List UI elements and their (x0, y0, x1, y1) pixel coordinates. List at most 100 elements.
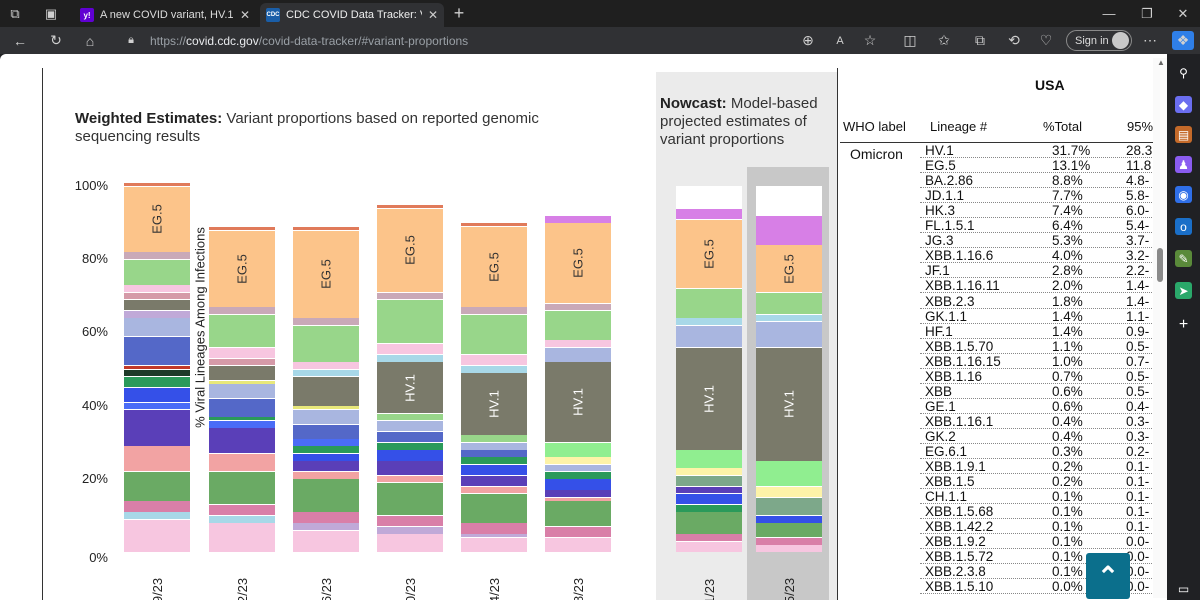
minimize-icon[interactable]: — (1102, 6, 1116, 21)
table-row[interactable]: HF.1 1.4% 0.9- (840, 324, 1167, 339)
bar-segment[interactable] (461, 537, 527, 552)
bar-segment[interactable] (293, 472, 359, 479)
bar-segment[interactable] (124, 501, 190, 512)
bar-segment[interactable] (124, 318, 190, 337)
bar-segment[interactable] (124, 259, 190, 285)
bar-segment[interactable] (545, 215, 611, 223)
bar-segment[interactable] (124, 365, 190, 369)
sidebar-settings-icon[interactable]: ▭ (1177, 581, 1190, 596)
bar-segment[interactable] (461, 354, 527, 366)
games-icon[interactable]: ♟ (1175, 156, 1192, 173)
tab-yahoo-article[interactable]: y! A new COVID variant, HV.1, is no ✕ (74, 3, 256, 27)
bar-segment[interactable] (124, 311, 190, 318)
table-row[interactable]: EG.6.1 0.3% 0.2- (840, 445, 1167, 459)
bar-segment[interactable] (209, 523, 275, 552)
bar-segment[interactable] (756, 314, 822, 322)
table-row[interactable]: XBB.1.16.15 1.0% 0.7- (840, 354, 1167, 369)
home-icon[interactable]: ⌂ (85, 32, 95, 49)
bar-segment[interactable] (124, 446, 190, 472)
bar-segment[interactable] (293, 325, 359, 362)
bar-segment[interactable]: HV.1 (676, 347, 742, 450)
bar-segment[interactable] (676, 325, 742, 348)
bar-segment[interactable] (377, 431, 443, 443)
drop-icon[interactable]: ✎ (1175, 250, 1192, 267)
table-row[interactable]: GE.1 0.6% 0.4- (840, 399, 1167, 414)
bar-segment[interactable] (756, 461, 822, 487)
table-row[interactable]: CH.1.1 0.1% 0.1- (840, 490, 1167, 505)
bar-segment[interactable] (124, 402, 190, 410)
table-row[interactable]: BA.2.86 8.8% 4.8- (840, 174, 1167, 189)
bar-segment[interactable] (293, 376, 359, 406)
bar-segment[interactable] (293, 446, 359, 454)
bar-segment[interactable] (545, 490, 611, 498)
read-aloud-icon[interactable]: A (836, 34, 844, 47)
table-row[interactable]: XBB.1.5.68 0.1% 0.1- (840, 505, 1167, 520)
bar-segment[interactable] (209, 314, 275, 348)
bar-segment[interactable]: EG.5 (756, 245, 822, 293)
bar-segment[interactable] (209, 347, 275, 359)
bar-segment[interactable] (209, 417, 275, 421)
bar-segment[interactable] (377, 413, 443, 421)
bar-segment[interactable] (676, 534, 742, 542)
workspaces-icon[interactable]: ⧉ (10, 5, 20, 21)
bar-segment[interactable] (124, 512, 190, 520)
table-row[interactable]: GK.2 0.4% 0.3- (840, 429, 1167, 444)
bar-segment[interactable] (124, 376, 190, 388)
split-screen-icon[interactable]: ◫ (903, 32, 917, 48)
bar-segment[interactable] (676, 468, 742, 476)
bar-segment[interactable] (756, 516, 822, 523)
bar-segment[interactable]: EG.5 (676, 219, 742, 289)
bar-segment[interactable] (293, 530, 359, 552)
bar-segment[interactable] (545, 457, 611, 465)
bar-segment[interactable] (461, 457, 527, 465)
bar-segment[interactable] (461, 442, 527, 450)
bar-segment[interactable] (756, 537, 822, 545)
bar-segment[interactable] (293, 409, 359, 424)
bar-segment[interactable] (545, 479, 611, 490)
restore-icon[interactable]: ❐ (1141, 5, 1153, 21)
bar-segment[interactable] (461, 523, 527, 534)
bar-segment[interactable] (209, 380, 275, 384)
table-row[interactable]: XBB.1.5.10 0.0% 0.0- (840, 580, 1167, 595)
bar-column[interactable]: HV.1 EG.5 (377, 186, 443, 552)
scrollbar[interactable]: ▲ (1153, 58, 1167, 598)
bar-segment[interactable] (461, 534, 527, 538)
bar-segment[interactable] (377, 526, 443, 534)
bar-segment[interactable] (676, 289, 742, 318)
bar-segment[interactable] (545, 501, 611, 527)
bar-segment[interactable] (293, 461, 359, 472)
bar-segment[interactable] (545, 311, 611, 340)
bar-segment[interactable] (545, 340, 611, 348)
table-row[interactable]: XBB 0.6% 0.5- (840, 384, 1167, 399)
favorite-star-icon[interactable]: ☆ (863, 32, 877, 48)
bar-segment[interactable] (209, 398, 275, 417)
outlook-icon[interactable]: o (1175, 218, 1192, 235)
bar-segment[interactable] (293, 406, 359, 410)
bar-segment[interactable] (676, 450, 742, 468)
bar-segment[interactable] (377, 450, 443, 461)
bar-segment[interactable] (545, 527, 611, 538)
bar-segment[interactable] (124, 519, 190, 552)
bar-segment[interactable] (209, 453, 275, 472)
table-row[interactable]: XBB.1.16.1 0.4% 0.3- (840, 414, 1167, 429)
bar-segment[interactable] (377, 292, 443, 300)
shopping-icon[interactable]: ◆ (1175, 96, 1192, 113)
bar-segment[interactable] (545, 303, 611, 311)
bar-segment[interactable] (293, 226, 359, 230)
bar-segment[interactable]: HV.1 (377, 362, 443, 413)
bar-segment[interactable] (377, 204, 443, 208)
bar-segment[interactable]: EG.5 (209, 230, 275, 307)
bar-segment[interactable] (756, 497, 822, 516)
refresh-icon[interactable]: ↻ (50, 32, 62, 48)
table-row[interactable]: XBB.1.9.1 0.2% 0.1- (840, 460, 1167, 475)
table-row[interactable]: JG.3 5.3% 3.7- (840, 234, 1167, 249)
scrollbar-thumb[interactable] (1157, 248, 1163, 282)
more-menu-icon[interactable]: ⋯ (1143, 32, 1157, 48)
bar-column[interactable]: EG.5 (124, 182, 190, 552)
bar-segment[interactable] (293, 479, 359, 512)
close-tab-icon[interactable]: ✕ (239, 8, 250, 22)
bar-segment[interactable] (461, 314, 527, 355)
table-row[interactable]: JF.1 2.8% 2.2- (840, 264, 1167, 279)
history-icon[interactable]: ⟲ (1008, 32, 1020, 48)
bar-segment[interactable] (124, 292, 190, 300)
